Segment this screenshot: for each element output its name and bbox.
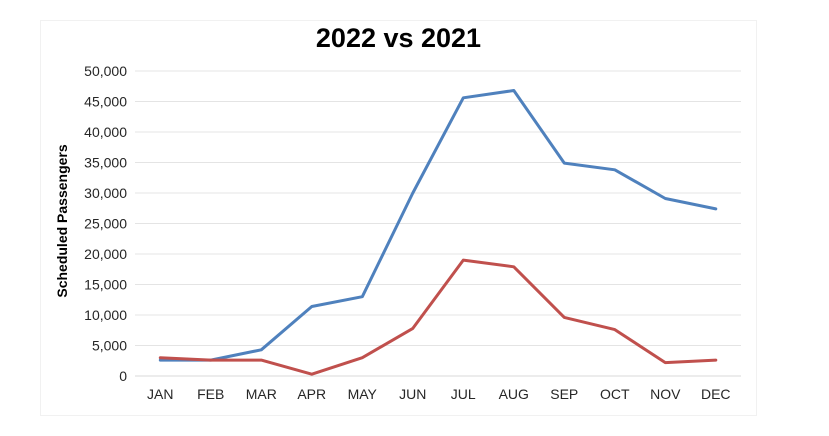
x-tick-label: FEB	[197, 386, 224, 402]
chart-title: 2022 vs 2021	[315, 23, 482, 53]
y-tick-label: 35,000	[84, 155, 127, 171]
series-line-2	[158, 258, 718, 376]
y-tick-label: 20,000	[84, 246, 127, 262]
y-axis-label: Scheduled Passengers	[54, 144, 70, 298]
y-tick-label: 40,000	[84, 124, 127, 140]
x-tick-label: AUG	[499, 386, 529, 402]
x-tick-label: DEC	[701, 386, 731, 402]
x-tick-label: APR	[297, 386, 326, 402]
x-tick-label: MAY	[348, 386, 378, 402]
gridlines	[135, 70, 741, 377]
x-tick-labels: JAN FEB MAR APR MAY JUN JUL AUG SEP OCT NOV DEC	[147, 386, 731, 402]
series-line-1	[158, 89, 718, 362]
y-tick-label: 45,000	[84, 94, 127, 110]
x-tick-label: JUL	[451, 386, 476, 402]
y-tick-label: 5,000	[92, 338, 127, 354]
x-tick-label: NOV	[650, 386, 681, 402]
x-tick-label: JUN	[399, 386, 426, 402]
y-tick-labels: 0 5,000 10,000 15,000 20,000 25,000 30,000 35,0…	[84, 63, 127, 384]
y-tick-label: 0	[119, 368, 127, 384]
series-lines	[158, 89, 718, 376]
y-tick-label: 50,000	[84, 63, 127, 79]
x-tick-label: OCT	[600, 386, 630, 402]
chart-frame: 2022 vs 2021	[40, 20, 757, 416]
y-tick-label: 30,000	[84, 185, 127, 201]
x-tick-label: SEP	[550, 386, 578, 402]
x-tick-label: JAN	[147, 386, 173, 402]
y-tick-label: 10,000	[84, 307, 127, 323]
y-tick-label: 15,000	[84, 277, 127, 293]
y-tick-label: 25,000	[84, 216, 127, 232]
x-tick-label: MAR	[246, 386, 277, 402]
